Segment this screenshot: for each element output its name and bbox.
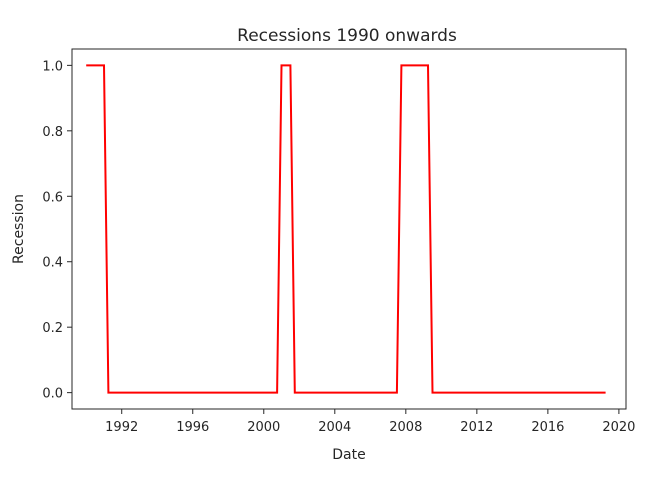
x-tick-label: 2012 xyxy=(460,420,493,435)
x-tick-label: 2000 xyxy=(247,420,280,435)
y-tick-label: 0.2 xyxy=(42,321,63,336)
x-tick-label: 1992 xyxy=(105,420,138,435)
y-tick-label: 0.6 xyxy=(42,190,63,205)
y-tick-label: 0.4 xyxy=(42,256,63,271)
recession-series-line xyxy=(86,64,606,394)
series-layer xyxy=(86,64,606,394)
x-tick-label: 1996 xyxy=(176,420,209,435)
x-axis: 1992 1996 2000 2004 2008 2012 2016 2020 xyxy=(105,409,635,435)
x-tick-label: 2020 xyxy=(602,420,635,435)
x-tick-label: 2008 xyxy=(389,420,422,435)
y-axis: 0.0 0.2 0.4 0.6 0.8 1.0 xyxy=(42,59,72,402)
y-axis-label: Recession xyxy=(11,194,27,264)
y-tick-label: 0.8 xyxy=(42,125,63,140)
chart-title: Recessions 1990 onwards xyxy=(237,26,457,46)
y-tick-label: 1.0 xyxy=(42,59,63,74)
y-tick-label: 0.0 xyxy=(42,387,63,402)
x-axis-label: Date xyxy=(332,447,365,463)
x-tick-label: 2004 xyxy=(318,420,351,435)
plot-area-frame xyxy=(71,48,627,410)
x-tick-label: 2016 xyxy=(531,420,564,435)
